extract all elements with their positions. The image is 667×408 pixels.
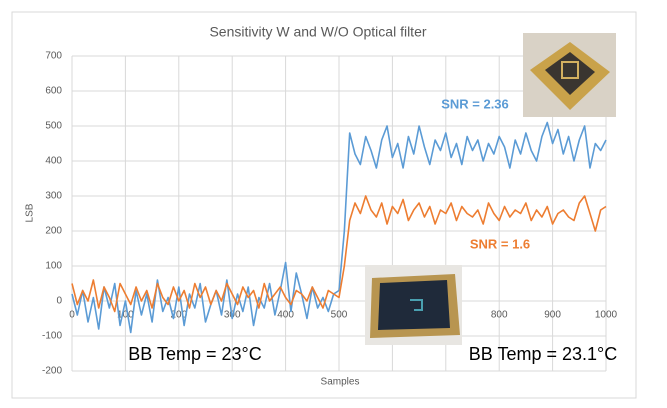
annotation: BB Temp = 23°C	[128, 344, 261, 364]
chip-pattern	[561, 61, 579, 79]
plot	[71, 121, 607, 334]
chip-die	[378, 280, 450, 330]
chart-title: Sensitivity W and W/O Optical filter	[209, 24, 426, 40]
x-tick-label: 900	[544, 310, 561, 321]
y-tick-label: 400	[45, 156, 62, 167]
x-tick-label: 100	[117, 310, 134, 321]
x-tick-label: 200	[170, 310, 187, 321]
series-line	[71, 121, 607, 334]
y-tick-label: 500	[45, 121, 62, 132]
annotation: BB Temp = 23.1°C	[469, 344, 617, 364]
annotations: SNR = 2.36 SNR = 1.6 BB Temp = 23°C BB Temp…	[128, 96, 617, 363]
y-axis-label: LSB	[25, 203, 36, 222]
chip-die	[545, 52, 595, 95]
x-tick-label: 500	[331, 310, 348, 321]
x-axis-label: Samples	[321, 377, 360, 388]
x-tick-label: 800	[491, 310, 508, 321]
chip-photo-bottom	[365, 265, 462, 345]
series-line	[71, 195, 607, 313]
x-tick-label: 400	[277, 310, 294, 321]
chip-photo-top	[523, 33, 616, 117]
y-tick-label: 200	[45, 226, 62, 237]
y-tick-label: 100	[45, 261, 62, 272]
y-tick-label: -100	[42, 331, 62, 342]
x-tick-label: 1000	[595, 310, 618, 321]
y-tick-label: 600	[45, 86, 62, 97]
y-tick-label: 300	[45, 191, 62, 202]
annotation: SNR = 2.36	[441, 96, 509, 111]
y-tick-label: 0	[56, 296, 62, 307]
y-tick-label: 700	[45, 51, 62, 62]
y-tick-label: -200	[42, 366, 62, 377]
annotation: SNR = 1.6	[470, 236, 530, 251]
x-tick-label: 0	[69, 310, 75, 321]
chip-pattern	[410, 299, 423, 311]
